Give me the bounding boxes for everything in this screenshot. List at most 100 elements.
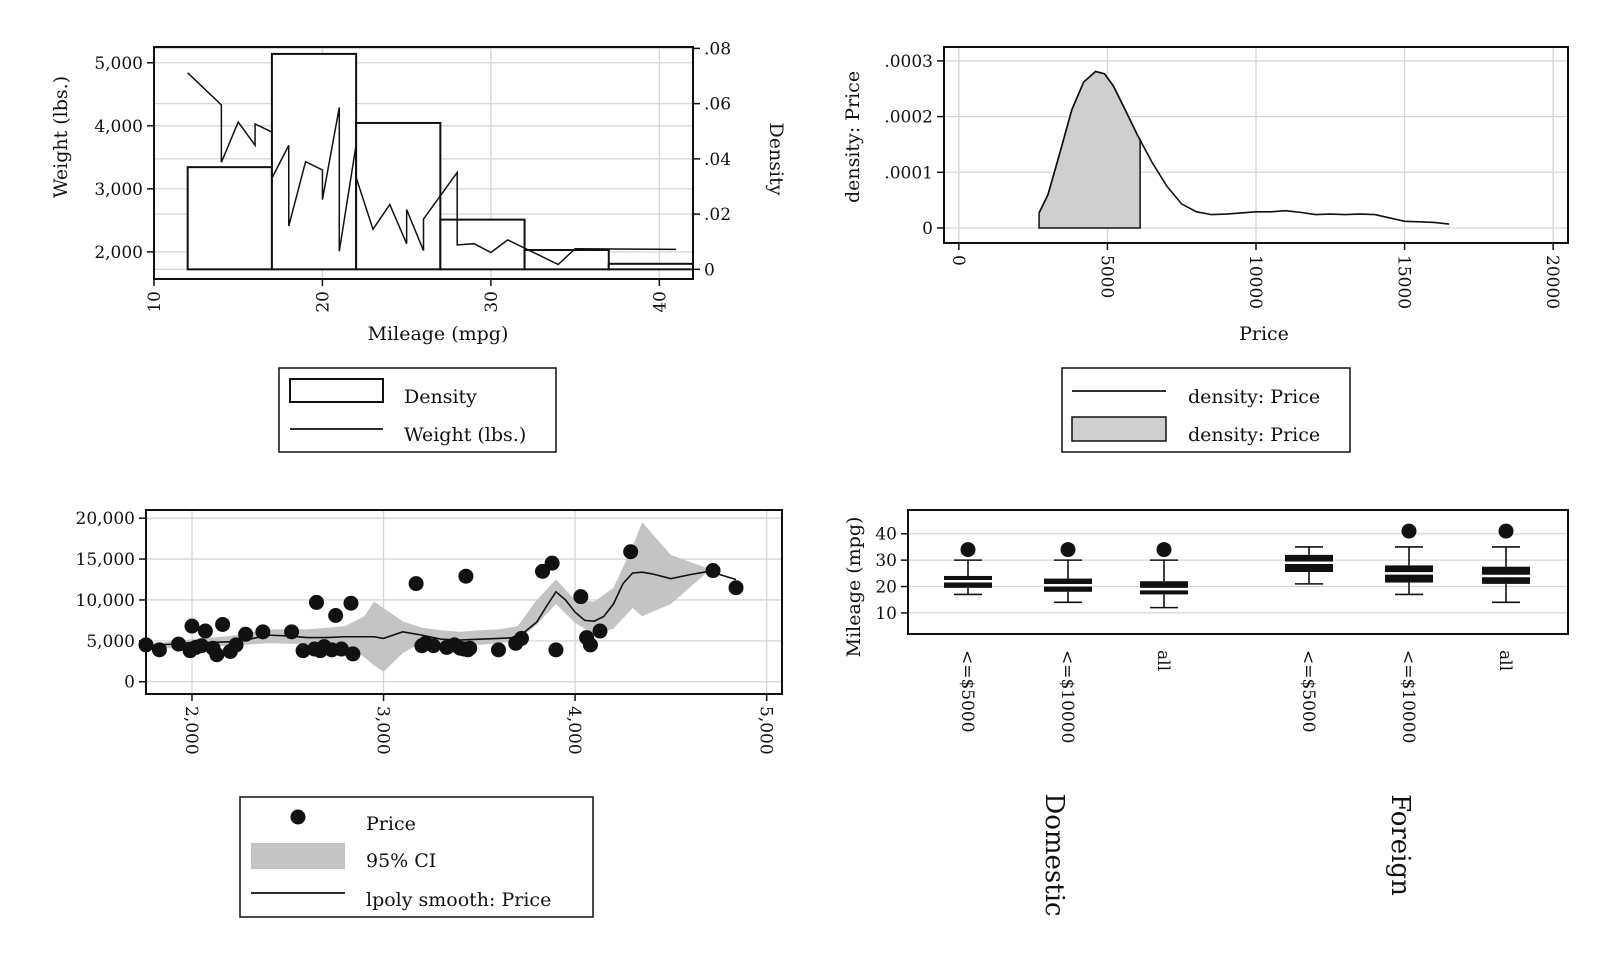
group-label-foreign: Foreign: [1385, 794, 1415, 896]
scatter-point: [573, 589, 589, 605]
x-tick-label: 5,000: [756, 706, 776, 755]
box-foreign-4: [1385, 523, 1433, 596]
category-label: all: [1495, 650, 1515, 671]
y2-tick-label: .02: [704, 205, 731, 225]
box-foreign-3: [1285, 546, 1333, 585]
scatter-point: [215, 616, 231, 632]
box-foreign-5: [1482, 523, 1530, 604]
y-tick-label: 20: [875, 578, 897, 598]
x-axis-title: Mileage (mpg): [368, 323, 509, 345]
line-weight: [187, 72, 677, 266]
histogram-bar: [270, 52, 358, 271]
y-tick-label: 5,000: [94, 54, 143, 74]
histogram-bar: [607, 262, 694, 271]
scatter-point: [345, 646, 361, 662]
box-outlier: [960, 542, 976, 558]
panel-kernel-density-price: 0 5000 10000 15000 20000 .0003 .0002 .0001 0 Pri…: [842, 46, 1569, 453]
scatter-point: [197, 623, 213, 639]
x-tick-label: 4,000: [564, 706, 584, 755]
y2-tick-label: 0: [704, 260, 715, 280]
y-tick-label: .0001: [884, 163, 933, 183]
scatter-point: [333, 641, 349, 657]
category-label: <=$5000: [957, 650, 977, 733]
box-outlier: [1156, 542, 1172, 558]
panel-scatter-price-weight: 2,000 3,000 4,000 5,000 20,000 15,000 10,000 5,…: [76, 509, 783, 918]
y-tick-label: 0: [124, 673, 135, 693]
box-iqr: [1140, 581, 1188, 595]
lpoly-line: [145, 570, 737, 647]
legend-label-weight: Weight (lbs.): [404, 424, 526, 446]
y-tick-label: 20,000: [76, 509, 135, 529]
scatter-point: [238, 626, 254, 642]
scatter-point: [592, 623, 608, 639]
y-tick-label: 3,000: [94, 180, 143, 200]
plot-area: 10 20 30 40 5,000 4,000 3,000 2,000 .08 .06 .04 .02…: [94, 39, 731, 312]
plot-area: 2,000 3,000 4,000 5,000 20,000 15,000 10,000 5,…: [76, 509, 783, 755]
plot-frame: [145, 509, 783, 695]
plot-area: 0 5000 10000 15000 20000 .0003 .0002 .0001 0: [884, 46, 1569, 309]
y-tick-label: 2,000: [94, 243, 143, 263]
category-label: all: [1153, 650, 1173, 671]
scatter-point: [582, 637, 598, 653]
scatter-point: [513, 630, 529, 646]
legend-label-density: Density: [404, 386, 477, 408]
scatter-point: [308, 594, 324, 610]
scatter-point: [728, 580, 744, 596]
y-tick-label: 4,000: [94, 117, 143, 137]
y-tick-label: 15,000: [76, 550, 135, 570]
y-tick-label: .0003: [884, 52, 933, 72]
scatter-point: [328, 607, 344, 623]
y-axis-title: Weight (lbs.): [50, 76, 72, 198]
category-label: <=$10000: [1398, 650, 1418, 743]
box-outlier: [1401, 523, 1417, 539]
y2-tick-label: .06: [704, 95, 731, 115]
scatter-point: [343, 595, 359, 611]
y-tick-label: 10,000: [76, 591, 135, 611]
panel-histogram-mileage: 10 20 30 40 5,000 4,000 3,000 2,000 .08 .06 .04 .02…: [50, 39, 787, 453]
scatter-point: [209, 647, 225, 663]
y2-axis-title: Density: [765, 123, 787, 196]
panel-boxplot-mileage: <=$5000 <=$10000 all <=$5000 <=$10000 all 40 30…: [843, 509, 1569, 917]
scatter-point: [425, 638, 441, 654]
y2-tick-label: .08: [704, 39, 731, 59]
group-label-domestic: Domestic: [1039, 793, 1069, 916]
y2-tick-label: .04: [704, 150, 731, 170]
y-tick-label: .0002: [884, 108, 933, 128]
scatter-point: [295, 643, 311, 659]
y-tick-label: 30: [875, 551, 897, 571]
box-outlier: [1060, 542, 1076, 558]
scatter-point: [705, 563, 721, 579]
scatter-point: [151, 642, 167, 658]
x-tick-label: 20: [313, 291, 333, 313]
scatter-point: [490, 642, 506, 658]
x-tick-label: 3,000: [373, 706, 393, 755]
x-axis-title: Price: [1239, 323, 1289, 345]
histogram-bar: [355, 121, 442, 271]
x-tick-label: 10: [145, 291, 165, 313]
y-tick-label: 0: [922, 219, 933, 239]
legend-label-price: Price: [366, 813, 416, 835]
x-tick-label: 15000: [1394, 255, 1414, 309]
scatter-point: [408, 576, 424, 592]
category-label: <=$10000: [1057, 650, 1077, 743]
scatter-point: [623, 544, 639, 560]
legend-key-density: [289, 378, 384, 403]
histogram-bar: [439, 218, 526, 271]
box-outlier: [1498, 523, 1514, 539]
box-domestic-1: [1044, 542, 1092, 604]
legend-key-ci: [251, 843, 345, 869]
legend: density: Price density: Price: [1061, 367, 1351, 453]
scatter-point: [548, 642, 564, 658]
legend-key-price: [290, 809, 306, 825]
legend-label-density-line: density: Price: [1188, 386, 1320, 408]
plot-frame: [153, 46, 694, 280]
scatter-point: [458, 568, 474, 584]
box-domestic-0: [944, 542, 992, 596]
legend: Price 95% CI lpoly smooth: Price: [239, 796, 594, 918]
legend-label-density-area: density: Price: [1188, 424, 1320, 446]
legend-label-lpoly: lpoly smooth: Price: [366, 889, 551, 911]
plot-frame: [907, 509, 1569, 635]
x-tick-label: 20000: [1542, 255, 1562, 309]
legend-key-density-area: [1071, 416, 1167, 442]
box-domestic-2: [1140, 542, 1188, 609]
